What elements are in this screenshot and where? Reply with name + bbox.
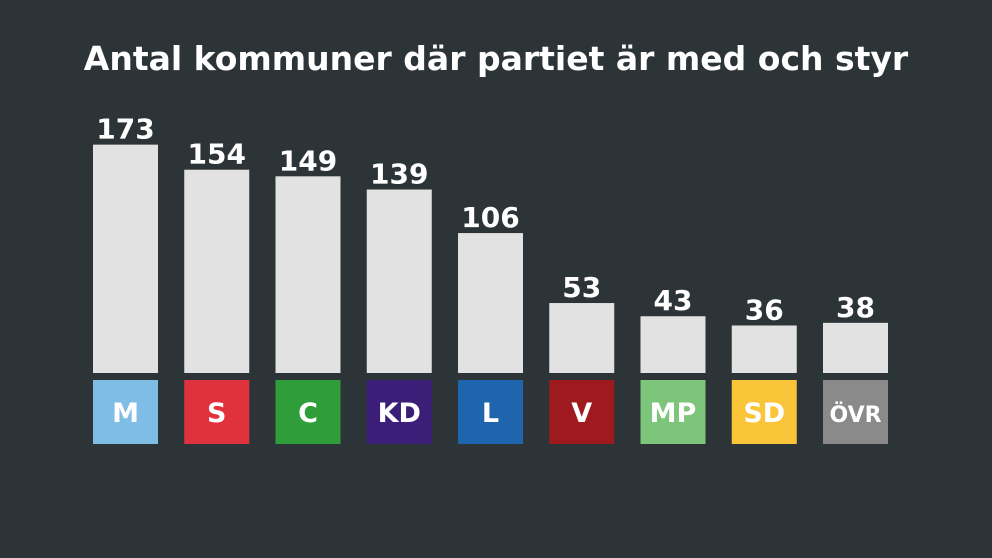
party-badge-övr [823, 380, 888, 444]
value-label-sd: 36 [745, 293, 784, 326]
bar-s [184, 169, 250, 373]
party-badge-l [458, 380, 523, 444]
category-label-mp: MP [650, 398, 697, 429]
value-label-mp: 43 [654, 284, 693, 317]
party-badge-sd [731, 380, 797, 444]
value-label-m: 173 [96, 113, 154, 146]
bar-m [93, 144, 158, 373]
category-label-övr: ÖVR [829, 402, 881, 428]
category-label-v: V [571, 398, 592, 429]
category-label-l: L [482, 398, 499, 429]
chart-title: Antal kommuner där partiet är med och st… [84, 39, 909, 78]
bar-l [458, 233, 523, 373]
bar-kd [366, 189, 432, 373]
bar-c [275, 176, 341, 373]
category-label-c: C [298, 398, 318, 429]
value-label-v: 53 [562, 271, 601, 304]
party-badge-v [549, 380, 615, 444]
value-label-c: 149 [279, 144, 337, 177]
party-badge-c [275, 380, 341, 444]
party-badge-mp [640, 380, 706, 444]
party-badge-s [184, 380, 250, 444]
bar-v [549, 303, 615, 373]
bars-group: 173 M 154 S 149 C 139 KD 106 L 53 V 43 MP 36 SD 38 ÖVR [93, 113, 888, 444]
value-label-l: 106 [461, 201, 519, 234]
value-label-övr: 38 [836, 291, 875, 324]
category-label-m: M [112, 398, 139, 429]
category-label-kd: KD [378, 398, 421, 429]
value-label-s: 154 [188, 138, 246, 171]
party-badge-m [93, 380, 158, 444]
value-label-kd: 139 [370, 158, 428, 191]
category-label-sd: SD [743, 398, 785, 429]
bar-mp [640, 316, 706, 373]
bar-övr [823, 322, 888, 373]
category-label-s: S [207, 398, 226, 429]
party-badge-kd [366, 380, 432, 444]
bar-sd [731, 325, 797, 373]
